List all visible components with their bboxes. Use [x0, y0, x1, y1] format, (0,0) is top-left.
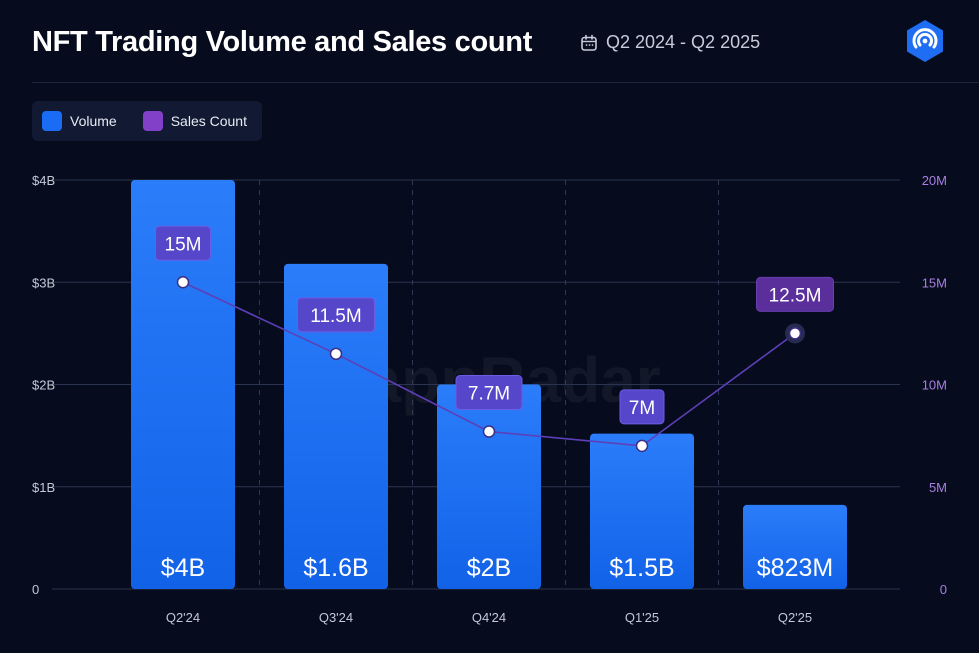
- date-range: Q2 2024 - Q2 2025: [580, 32, 760, 53]
- sales-count-point: [329, 347, 343, 361]
- legend-swatch-sales-count: [142, 111, 163, 131]
- bar-volume: [590, 433, 694, 589]
- y-right-tick-label: 15M: [922, 275, 947, 290]
- y-right-tick-label: 0: [940, 582, 947, 597]
- sales-count-label: 11.5M: [310, 306, 361, 327]
- sales-count-label: 15M: [165, 234, 202, 255]
- sales-count-label: 7M: [629, 398, 655, 419]
- sales-label-box: [155, 225, 211, 261]
- x-tick-label: Q1'25: [625, 610, 659, 625]
- sales-label-box: [619, 389, 665, 425]
- legend-item-sales-count[interactable]: Sales Count: [142, 111, 247, 131]
- sales-count-point: [635, 439, 649, 453]
- y-left-tick-label: $2B: [32, 378, 55, 393]
- x-tick-label: Q2'25: [778, 610, 812, 625]
- legend-item-volume[interactable]: Volume: [42, 111, 117, 131]
- bar-value-label: $1.6B: [303, 554, 368, 582]
- bar-value-label: $2B: [467, 554, 511, 582]
- bar-value-label: $4B: [161, 554, 205, 582]
- y-left-tick-label: $3B: [32, 275, 55, 290]
- legend-label-sales-count: Sales Count: [170, 113, 247, 129]
- sales-label-box: [756, 276, 834, 312]
- date-range-label: Q2 2024 - Q2 2025: [606, 32, 761, 52]
- x-tick-label: Q3'24: [319, 610, 353, 625]
- sales-count-point: [788, 327, 802, 340]
- sales-count-label: 12.5M: [769, 285, 822, 306]
- dappradar-logo-icon: [907, 20, 943, 62]
- y-left-tick-label: 0: [32, 582, 39, 597]
- y-left-tick-label: $1B: [32, 480, 55, 495]
- y-right-tick-label: 5M: [929, 480, 947, 495]
- bar-volume: [437, 384, 541, 589]
- bar-volume: [284, 263, 388, 589]
- y-left-tick-label: $4B: [32, 173, 55, 188]
- sales-count-label: 7.7M: [468, 384, 510, 405]
- legend-label-volume: Volume: [70, 113, 117, 129]
- chart-title: NFT Trading Volume and Sales count: [32, 26, 533, 58]
- bar-volume: [131, 180, 235, 589]
- chart-legend: Volume Sales Count: [32, 101, 262, 141]
- y-right-tick-label: 20M: [922, 173, 947, 188]
- sales-label-box: [297, 297, 375, 333]
- legend-swatch-volume: [42, 111, 62, 131]
- header-divider: [32, 82, 979, 83]
- bar-value-label: $1.5B: [609, 554, 674, 582]
- sales-label-box: [455, 375, 523, 411]
- x-tick-label: Q4'24: [472, 610, 506, 625]
- sales-count-point: [176, 276, 190, 289]
- x-tick-label: Q2'24: [166, 610, 200, 625]
- bar-value-label: $823M: [757, 554, 833, 582]
- sales-count-point: [482, 425, 496, 438]
- calendar-icon: [581, 34, 597, 51]
- bar-volume: [743, 504, 847, 589]
- y-right-tick-label: 10M: [922, 378, 947, 393]
